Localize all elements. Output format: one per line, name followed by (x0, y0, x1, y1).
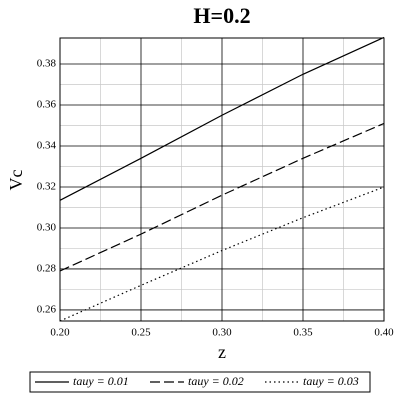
y-tick-label: 0.32 (37, 181, 56, 193)
y-axis-label: Vc (6, 170, 26, 191)
legend-label: tauy = 0.03 (303, 374, 359, 388)
y-tick-label: 0.34 (37, 140, 57, 152)
y-tick-label: 0.28 (37, 262, 57, 274)
y-tick-label: 0.38 (37, 58, 57, 70)
data-line (59, 122, 385, 272)
data-line (59, 36, 385, 201)
legend-label: tauy = 0.01 (73, 374, 129, 388)
legend-label: tauy = 0.02 (188, 374, 244, 388)
plot-frame (59, 37, 385, 322)
chart-title: H=0.2 (193, 3, 250, 28)
data-line (59, 186, 385, 322)
x-tick-label: 0.30 (212, 327, 232, 339)
y-tick-label: 0.26 (37, 303, 57, 315)
x-axis-label: z (218, 342, 226, 362)
x-tick-label: 0.35 (293, 327, 313, 339)
legend-box (29, 371, 371, 393)
x-tick-label: 0.20 (50, 327, 70, 339)
x-tick-label: 0.25 (131, 327, 151, 339)
y-tick-label: 0.30 (37, 221, 57, 233)
x-tick-label: 0.40 (374, 327, 394, 339)
y-tick-label: 0.36 (37, 99, 57, 111)
